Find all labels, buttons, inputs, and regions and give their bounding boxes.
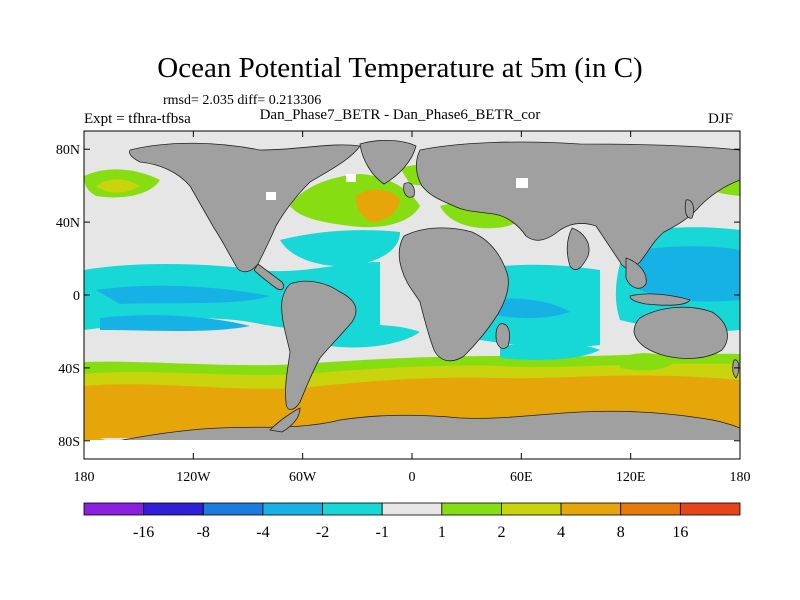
colorbar-swatch — [322, 502, 383, 516]
colorbar-label: -16 — [133, 524, 154, 541]
lon-tick-label: 180 — [74, 470, 95, 485]
lat-tick-group: 80N 40N 0 40S 80S — [56, 143, 740, 450]
colorbar-swatch — [143, 502, 204, 516]
lon-tick-label: 120W — [176, 470, 211, 485]
land-india — [566, 227, 590, 270]
colorbar-swatch — [620, 502, 681, 516]
lon-tick-label: 60W — [289, 470, 317, 485]
colorbar-label: 1 — [438, 524, 446, 541]
land-madagascar — [495, 323, 510, 349]
land-british-isles — [403, 182, 415, 198]
colorbar-swatch — [679, 502, 741, 516]
experiment-label: Expt = tfhra-tfbsa — [84, 111, 191, 127]
colorbar-swatch — [441, 502, 502, 516]
lat-tick-label: 80S — [58, 435, 80, 450]
colorbar-label: -1 — [376, 524, 389, 541]
land-indonesia — [629, 293, 691, 306]
lon-tick-label: 60E — [510, 470, 533, 485]
colorbar-swatch — [501, 502, 562, 516]
lon-tick-label: 0 — [409, 470, 416, 485]
lat-tick-label: 80N — [56, 143, 80, 158]
field-australia-green — [620, 353, 676, 371]
land-greenland — [359, 140, 417, 185]
colorbar-label: -4 — [256, 524, 269, 541]
land-central-america — [253, 263, 284, 290]
land-europe-asia — [416, 141, 740, 269]
land-australia — [633, 306, 728, 359]
colorbar-swatch — [560, 502, 622, 516]
field-pacific-lightblue-2 — [100, 315, 250, 331]
field-southern-ocean-yellow — [84, 361, 740, 389]
lon-tick-group: 180 120W 60W 0 60E 120E 180 — [74, 131, 751, 485]
colorbar-label: 2 — [497, 524, 505, 541]
field-pacific-lightblue — [96, 285, 270, 304]
colorbar-label: 16 — [672, 524, 688, 541]
colorbar-label: -2 — [316, 524, 329, 541]
land-new-zealand — [732, 359, 740, 379]
field-southern-ocean-green — [84, 353, 740, 375]
mask-patch-hudson — [266, 192, 276, 200]
land-africa — [398, 227, 509, 362]
colorbar-swatch — [83, 502, 145, 516]
season-label: DJF — [708, 111, 734, 127]
field-layer — [84, 131, 740, 459]
land-japan — [684, 199, 694, 219]
land-south-america — [281, 280, 357, 410]
land-antarctic-peninsula — [269, 407, 301, 433]
stats-text: rmsd= 2.035 diff= 0.213306 — [163, 93, 322, 108]
field-atlantic-cyan — [280, 230, 400, 267]
lat-tick-label: 40N — [56, 216, 80, 231]
map-plot-area: 80N 40N 0 40S 80S 180 120W 60W 0 60E 120E 180 — [56, 130, 751, 485]
land-southeast-asia — [625, 257, 647, 289]
colorbar-label: -8 — [197, 524, 210, 541]
mask-antarctic-bottom — [84, 440, 740, 459]
field-north-atlantic-orange — [355, 189, 400, 222]
map-title: Ocean Potential Temperature at 5m (in C) — [157, 52, 643, 84]
land-north-america — [129, 142, 361, 273]
colorbar: -16 -8 -4 -2 -1 1 2 4 8 16 — [83, 502, 741, 541]
field-s-indian-cyan — [500, 342, 600, 360]
lat-tick-label: 0 — [73, 289, 80, 304]
lon-tick-label: 180 — [730, 470, 751, 485]
field-s-atlantic-cyan — [330, 324, 420, 348]
field-west-pacific-lightblue — [640, 246, 740, 302]
lon-tick-label: 120E — [616, 470, 646, 485]
colorbar-label: 4 — [557, 524, 565, 541]
colorbar-swatch — [202, 502, 264, 516]
map-subtitle: Dan_Phase7_BETR - Dan_Phase6_BETR_cor — [259, 107, 541, 123]
colorbar-label: 8 — [617, 524, 625, 541]
colorbar-swatch — [262, 502, 323, 516]
lat-tick-label: 40S — [58, 362, 80, 377]
mask-patch-labrador — [346, 174, 356, 182]
colorbar-swatch — [381, 502, 443, 516]
field-north-pacific-yellow — [96, 179, 140, 193]
mask-patch-caspian — [516, 178, 528, 188]
